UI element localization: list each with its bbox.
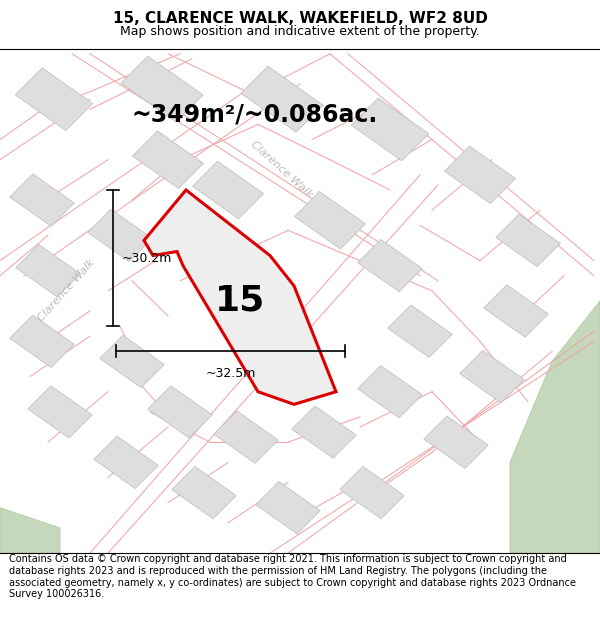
Polygon shape	[88, 209, 152, 261]
Polygon shape	[351, 98, 429, 161]
Text: Map shows position and indicative extent of the property.: Map shows position and indicative extent…	[120, 25, 480, 38]
Polygon shape	[193, 161, 263, 219]
Text: ~30.2m: ~30.2m	[121, 252, 172, 264]
Text: ~349m²/~0.086ac.: ~349m²/~0.086ac.	[132, 102, 378, 126]
Polygon shape	[172, 466, 236, 519]
Polygon shape	[214, 411, 278, 463]
Polygon shape	[133, 131, 203, 189]
Text: Contains OS data © Crown copyright and database right 2021. This information is : Contains OS data © Crown copyright and d…	[9, 554, 576, 599]
Text: ~32.5m: ~32.5m	[205, 366, 256, 379]
Polygon shape	[241, 66, 323, 132]
Polygon shape	[424, 416, 488, 468]
Polygon shape	[121, 56, 203, 122]
Polygon shape	[15, 68, 93, 131]
Polygon shape	[144, 190, 336, 404]
Polygon shape	[292, 406, 356, 458]
Polygon shape	[148, 386, 212, 438]
Polygon shape	[358, 366, 422, 418]
Polygon shape	[10, 174, 74, 226]
Polygon shape	[16, 244, 80, 297]
Polygon shape	[460, 351, 524, 403]
Polygon shape	[388, 305, 452, 358]
Text: 15, CLARENCE WALK, WAKEFIELD, WF2 8UD: 15, CLARENCE WALK, WAKEFIELD, WF2 8UD	[113, 11, 487, 26]
Polygon shape	[295, 191, 365, 249]
Polygon shape	[28, 386, 92, 438]
Polygon shape	[496, 214, 560, 267]
Polygon shape	[445, 146, 515, 204]
Polygon shape	[510, 301, 600, 553]
Polygon shape	[10, 315, 74, 368]
Text: Clarence Walk: Clarence Walk	[35, 258, 97, 324]
Text: Clarence Walk: Clarence Walk	[249, 139, 315, 200]
Polygon shape	[100, 335, 164, 388]
Polygon shape	[94, 436, 158, 489]
Polygon shape	[358, 239, 422, 292]
Polygon shape	[0, 508, 60, 553]
Polygon shape	[256, 481, 320, 534]
Polygon shape	[484, 285, 548, 338]
Polygon shape	[340, 466, 404, 519]
Text: 15: 15	[215, 284, 265, 318]
Polygon shape	[217, 252, 287, 309]
